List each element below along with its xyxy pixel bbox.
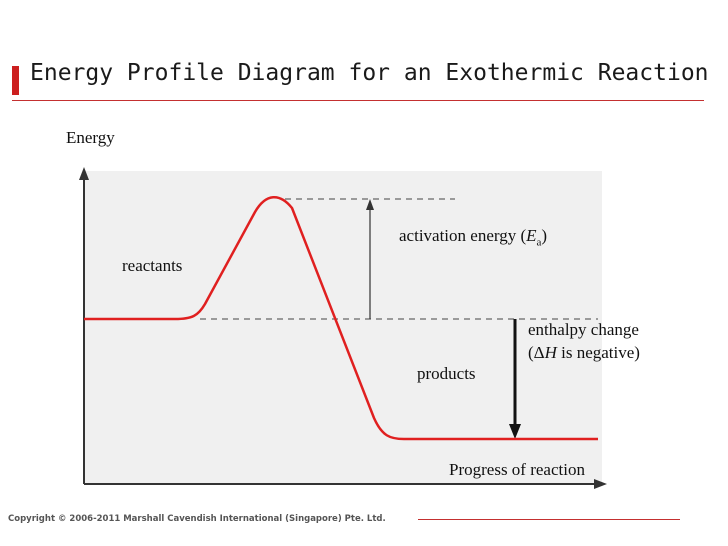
activation-energy-subscript: a (536, 236, 542, 249)
title-accent-bar (12, 66, 19, 95)
activation-energy-symbol: E (526, 226, 537, 245)
footer-divider (418, 519, 680, 520)
enthalpy-change-label: enthalpy change (ΔH is negative) (528, 318, 640, 364)
slide-title: Energy Profile Diagram for an Exothermic… (30, 60, 709, 86)
products-label: products (417, 364, 476, 383)
title-divider (12, 100, 704, 101)
y-axis-label: Energy (66, 128, 115, 147)
x-axis-label: Progress of reaction (449, 460, 585, 479)
activation-energy-text: activation energy ( (399, 226, 527, 245)
energy-curve (84, 196, 598, 441)
plot-background (84, 171, 602, 484)
enthalpy-change-line1: enthalpy change (528, 320, 639, 339)
copyright-notice: Copyright © 2006-2011 Marshall Cavendish… (8, 514, 386, 524)
activation-energy-label: activation energy (Ea) (399, 226, 547, 248)
reactants-label: reactants (122, 256, 183, 275)
enthalpy-change-arrowhead (509, 424, 521, 439)
enthalpy-change-line2: (ΔH is negative) (528, 341, 640, 364)
enthalpy-open: (Δ (528, 343, 545, 362)
activation-energy-close: ) (541, 226, 548, 245)
y-axis-arrowhead (79, 167, 89, 180)
enthalpy-symbol: H (544, 343, 557, 362)
activation-energy-arrowhead (366, 199, 374, 210)
x-axis-arrowhead (594, 479, 607, 489)
enthalpy-rest: is negative) (556, 343, 640, 362)
